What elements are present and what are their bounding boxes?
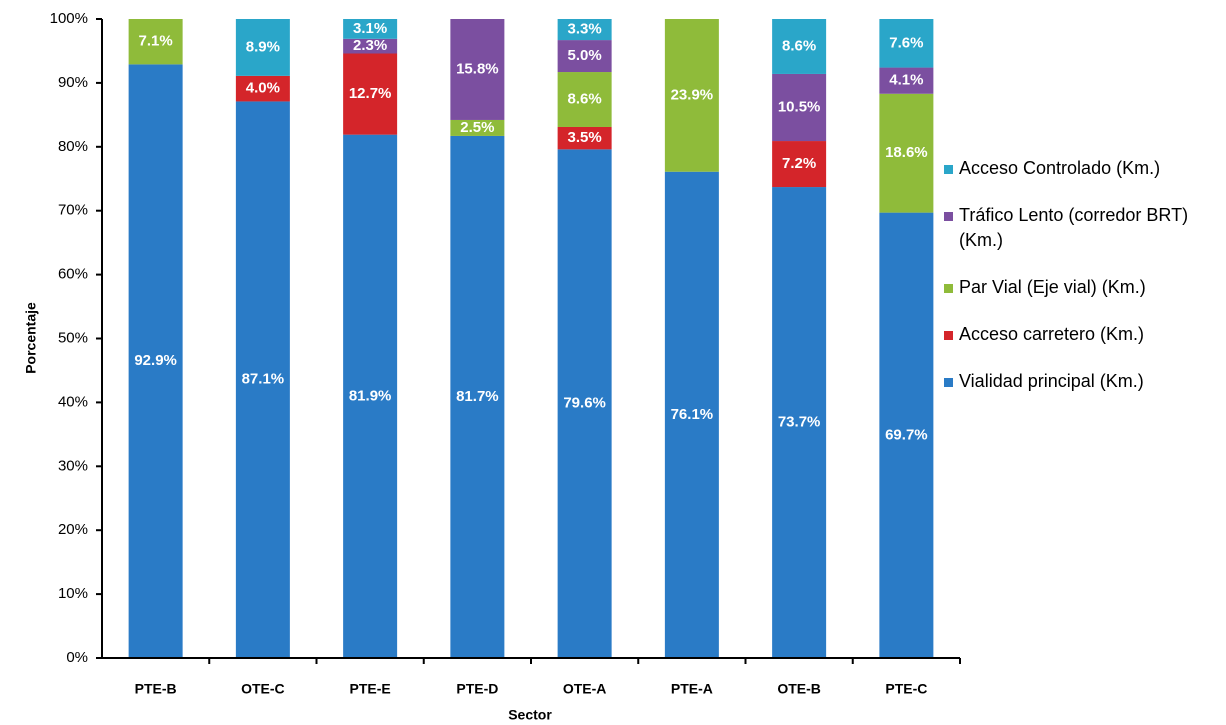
- x-axis-title: Sector: [508, 707, 552, 723]
- x-tick-label: OTE-A: [563, 681, 607, 697]
- bar-segment: [557, 149, 612, 658]
- data-label: 8.9%: [246, 38, 280, 55]
- data-label: 3.3%: [568, 21, 602, 38]
- legend-label: Par Vial (Eje vial) (Km.): [959, 277, 1146, 297]
- legend-swatch: [944, 331, 953, 340]
- bar-segment: [343, 38, 398, 54]
- x-tick-label: OTE-C: [241, 681, 285, 697]
- data-label: 23.9%: [671, 86, 714, 103]
- bar-segment: [128, 64, 183, 658]
- bar-segment: [343, 19, 398, 39]
- y-tick-label: 0%: [66, 649, 88, 666]
- data-label: 8.6%: [782, 37, 816, 54]
- y-tick-label: 20%: [58, 521, 88, 538]
- bar-segment: [343, 134, 398, 658]
- bar-segment: [450, 135, 505, 658]
- data-label: 69.7%: [885, 426, 928, 443]
- bar-segment: [343, 53, 398, 135]
- bar-segment: [664, 19, 719, 172]
- data-label: 73.7%: [778, 413, 821, 430]
- legend-label: Acceso carretero (Km.): [959, 324, 1145, 344]
- data-label: 5.0%: [568, 47, 602, 64]
- data-label: 3.5%: [568, 129, 602, 146]
- x-tick-label: PTE-B: [135, 681, 177, 697]
- x-tick-label: PTE-C: [885, 681, 927, 697]
- data-label: 8.6%: [568, 90, 602, 107]
- y-tick-label: 50%: [58, 329, 88, 346]
- x-tick-label: OTE-B: [777, 681, 821, 697]
- bar-segment: [879, 67, 934, 94]
- data-label: 81.7%: [456, 388, 499, 405]
- data-label: 12.7%: [349, 85, 392, 102]
- bar-segment: [235, 75, 290, 102]
- data-label: 81.9%: [349, 387, 392, 404]
- y-tick-label: 100%: [50, 10, 88, 27]
- bar-segment: [879, 212, 934, 658]
- legend-item: Par Vial (Eje vial) (Km.): [940, 275, 1220, 300]
- x-tick-label: PTE-A: [671, 681, 713, 697]
- data-label: 92.9%: [134, 352, 177, 369]
- data-label: 10.5%: [778, 98, 821, 115]
- bar-segment: [557, 19, 612, 41]
- legend-label: Tráfico Lento (corredor BRT) (Km.): [959, 205, 1189, 250]
- bar-segment: [557, 72, 612, 127]
- legend: Acceso Controlado (Km.) Tráfico Lento (co…: [940, 156, 1220, 416]
- bar-segment: [128, 19, 183, 65]
- legend-item: Vialidad principal (Km.): [940, 369, 1220, 394]
- bar-segment: [557, 40, 612, 73]
- data-label: 7.6%: [889, 34, 923, 51]
- legend-label: Acceso Controlado (Km.): [959, 158, 1161, 178]
- bar-segment: [772, 187, 827, 658]
- legend-swatch: [944, 284, 953, 293]
- bar-segment: [235, 101, 290, 658]
- data-label: 15.8%: [456, 60, 499, 77]
- y-tick-label: 40%: [58, 393, 88, 410]
- data-label: 79.6%: [563, 395, 606, 412]
- legend-swatch: [944, 378, 953, 387]
- bar-segment: [879, 93, 934, 213]
- data-label: 7.2%: [782, 155, 816, 172]
- legend-label: Vialidad principal (Km.): [959, 371, 1144, 391]
- data-label: 2.5%: [460, 119, 494, 136]
- legend-item: Acceso Controlado (Km.): [940, 156, 1220, 181]
- bar-segment: [772, 73, 827, 142]
- y-tick-label: 30%: [58, 457, 88, 474]
- bar-segment: [235, 19, 290, 76]
- data-label: 3.1%: [353, 20, 387, 37]
- data-label: 2.3%: [353, 37, 387, 54]
- bar-segment: [879, 19, 934, 68]
- bar-segment: [450, 119, 505, 136]
- y-tick-label: 70%: [58, 202, 88, 219]
- data-label: 18.6%: [885, 144, 928, 161]
- y-tick-label: 60%: [58, 266, 88, 283]
- bar-segment: [772, 141, 827, 188]
- legend-swatch: [944, 212, 953, 221]
- y-axis-title: Porcentaje: [23, 302, 39, 374]
- y-tick-label: 10%: [58, 585, 88, 602]
- bar-segment: [557, 126, 612, 150]
- legend-swatch: [944, 165, 953, 174]
- data-label: 87.1%: [242, 371, 285, 388]
- bar-segment: [664, 171, 719, 658]
- bar-segment: [772, 19, 827, 74]
- data-label: 4.1%: [889, 72, 923, 89]
- x-tick-label: PTE-D: [456, 681, 498, 697]
- x-tick-label: PTE-E: [350, 681, 391, 697]
- data-label: 76.1%: [671, 406, 714, 423]
- legend-item: Tráfico Lento (corredor BRT) (Km.): [940, 203, 1220, 253]
- y-tick-label: 90%: [58, 74, 88, 91]
- data-label: 4.0%: [246, 80, 280, 97]
- bar-segment: [450, 19, 505, 120]
- legend-item: Acceso carretero (Km.): [940, 322, 1220, 347]
- data-label: 7.1%: [139, 33, 173, 50]
- y-tick-label: 80%: [58, 138, 88, 155]
